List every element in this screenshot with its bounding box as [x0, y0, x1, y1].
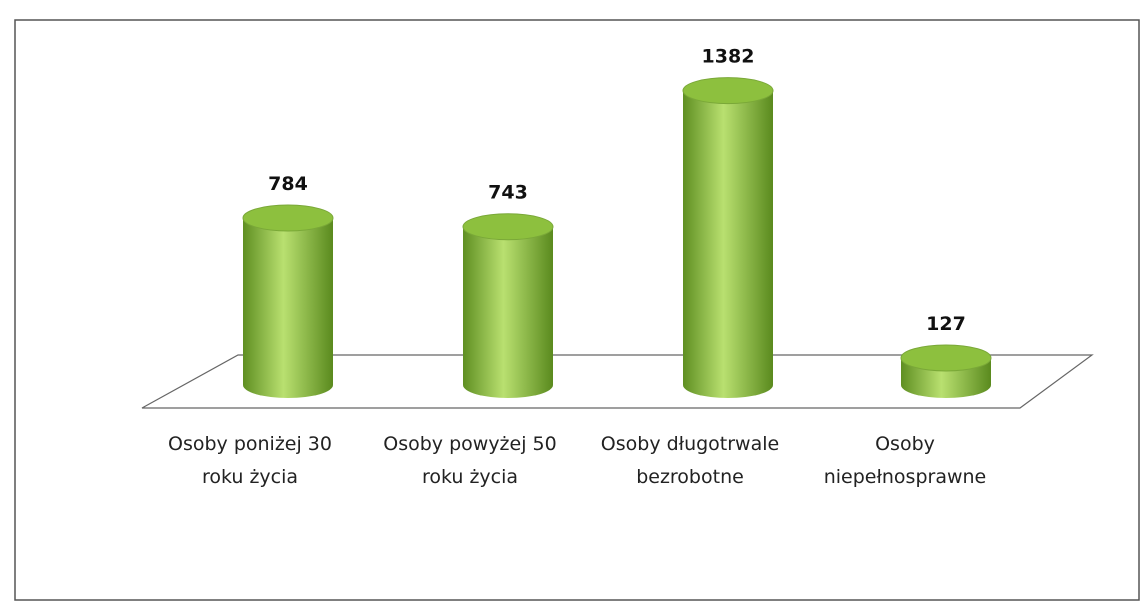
cylinder-body — [683, 90, 773, 398]
value-label: 784 — [268, 173, 308, 195]
cylinder — [900, 344, 992, 398]
floor — [141, 354, 1094, 409]
cylinder-body — [243, 218, 333, 398]
cylinder-top — [900, 344, 992, 372]
category-label: Osoby niepełnosprawne — [823, 433, 987, 488]
category-label: Osoby poniżej 30 roku życia — [168, 433, 332, 488]
cylinder — [682, 77, 774, 398]
cylinder-body — [463, 226, 553, 398]
cylinder-top — [682, 77, 774, 105]
value-label: 127 — [926, 313, 966, 335]
value-label: 743 — [488, 182, 528, 204]
cylinder-top — [462, 213, 554, 241]
cylinder — [242, 204, 334, 398]
cylinder-top — [242, 204, 334, 232]
frame — [14, 19, 1140, 601]
cylinder — [462, 213, 554, 398]
value-label: 1382 — [702, 46, 755, 68]
category-label: Osoby długotrwale bezrobotne — [600, 433, 780, 488]
category-label: Osoby powyżej 50 roku życia — [383, 433, 557, 488]
